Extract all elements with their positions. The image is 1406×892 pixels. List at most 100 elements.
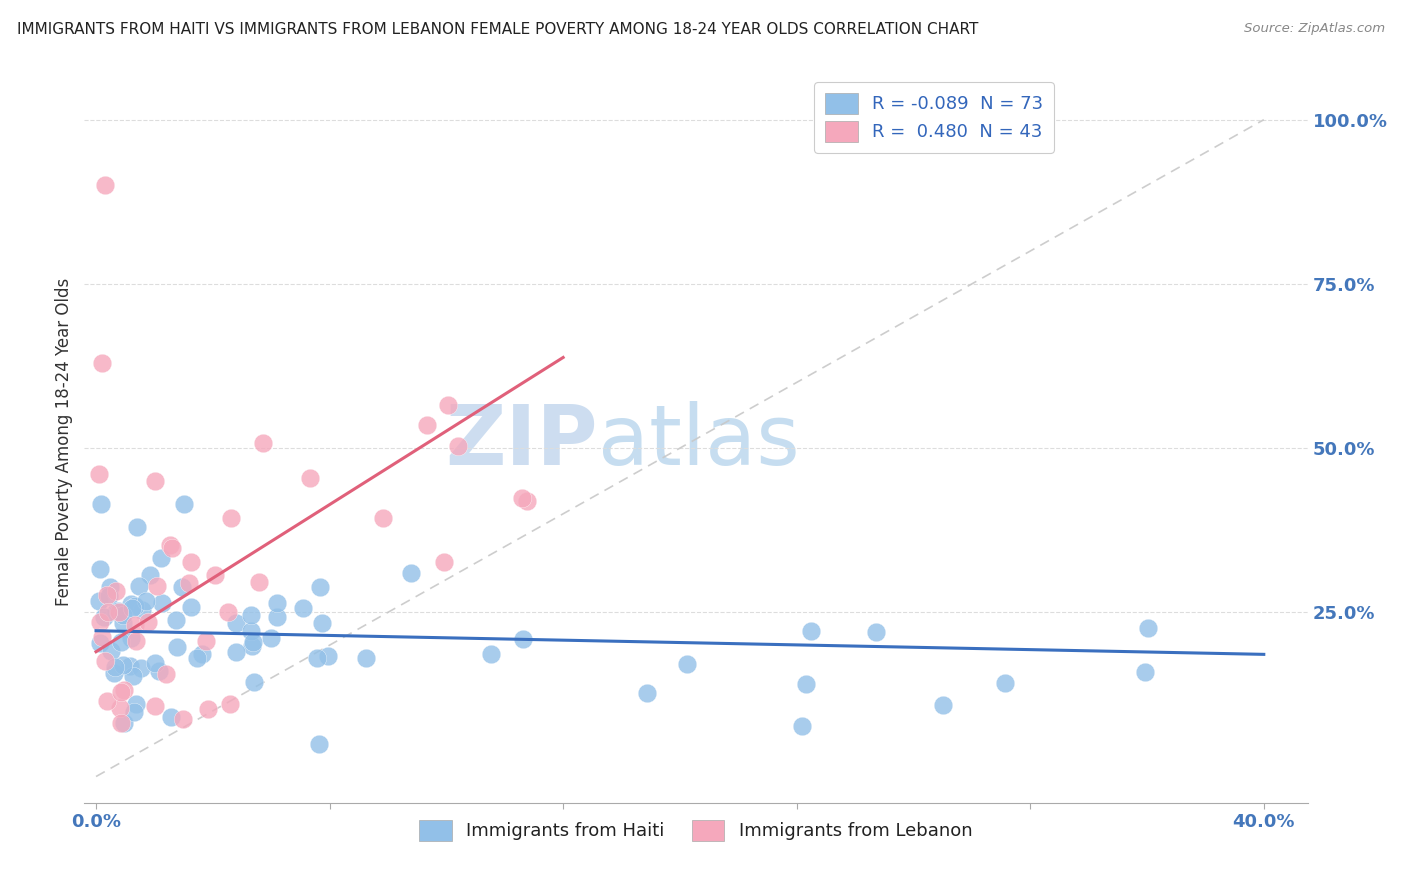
Point <box>240 639 263 653</box>
Point <box>676 657 699 671</box>
Point <box>90 356 112 370</box>
Legend: Immigrants from Haiti, Immigrants from Lebanon: Immigrants from Haiti, Immigrants from L… <box>412 813 980 848</box>
Point <box>138 568 160 582</box>
Point <box>433 555 456 569</box>
Point <box>96 588 118 602</box>
Point <box>104 660 127 674</box>
Point <box>225 615 247 630</box>
Point <box>155 667 177 681</box>
Text: ZIP: ZIP <box>446 401 598 482</box>
Point <box>437 398 460 412</box>
Point <box>91 630 114 644</box>
Point <box>399 566 422 580</box>
Point <box>1135 665 1157 679</box>
Point <box>98 589 121 603</box>
Point <box>111 615 134 630</box>
Y-axis label: Female Poverty Among 18-24 Year Olds: Female Poverty Among 18-24 Year Olds <box>55 277 73 606</box>
Point <box>112 658 135 673</box>
Point <box>90 497 112 511</box>
Point <box>110 635 132 649</box>
Point <box>371 511 394 525</box>
Point <box>121 669 143 683</box>
Point <box>160 710 183 724</box>
Point <box>298 471 321 485</box>
Point <box>217 606 239 620</box>
Point <box>124 618 146 632</box>
Point <box>131 603 153 617</box>
Point <box>89 635 111 649</box>
Point <box>89 562 111 576</box>
Point <box>148 665 170 679</box>
Point <box>118 659 141 673</box>
Point <box>219 697 242 711</box>
Point <box>125 520 148 534</box>
Point <box>172 712 194 726</box>
Point <box>240 607 263 622</box>
Point <box>239 624 262 639</box>
Point <box>97 605 120 619</box>
Point <box>94 178 117 193</box>
Text: IMMIGRANTS FROM HAITI VS IMMIGRANTS FROM LEBANON FEMALE POVERTY AMONG 18-24 YEAR: IMMIGRANTS FROM HAITI VS IMMIGRANTS FROM… <box>17 22 979 37</box>
Point <box>114 683 136 698</box>
Point <box>225 644 247 658</box>
Point <box>96 694 118 708</box>
Point <box>146 580 169 594</box>
Point <box>129 661 152 675</box>
Point <box>135 594 157 608</box>
Point <box>309 581 332 595</box>
Point <box>103 665 125 680</box>
Point <box>316 648 339 663</box>
Point <box>177 576 200 591</box>
Point <box>104 605 127 619</box>
Point <box>516 494 538 508</box>
Point <box>191 647 214 661</box>
Point <box>510 491 533 505</box>
Point <box>122 706 145 720</box>
Point <box>107 604 129 618</box>
Point <box>512 632 534 647</box>
Point <box>180 599 202 614</box>
Point <box>143 474 166 488</box>
Point <box>266 596 288 610</box>
Point <box>266 609 288 624</box>
Point <box>100 644 122 658</box>
Text: atlas: atlas <box>598 401 800 482</box>
Point <box>186 650 208 665</box>
Point <box>260 631 283 645</box>
Text: Source: ZipAtlas.com: Source: ZipAtlas.com <box>1244 22 1385 36</box>
Point <box>143 656 166 670</box>
Point <box>799 624 821 638</box>
Point <box>790 719 813 733</box>
Point <box>87 467 110 482</box>
Point <box>89 615 111 629</box>
Point <box>110 685 132 699</box>
Point <box>173 497 195 511</box>
Point <box>447 439 470 453</box>
Point <box>932 698 955 713</box>
Point <box>124 599 146 613</box>
Point <box>87 594 110 608</box>
Point <box>637 686 659 700</box>
Point <box>98 580 121 594</box>
Point <box>128 579 150 593</box>
Point <box>125 698 148 712</box>
Point <box>1136 621 1159 635</box>
Point <box>121 601 143 615</box>
Point <box>305 651 328 665</box>
Point <box>204 568 226 582</box>
Point <box>159 538 181 552</box>
Point <box>221 511 243 525</box>
Point <box>180 555 202 569</box>
Point <box>170 580 193 594</box>
Point <box>120 597 142 611</box>
Point <box>105 583 128 598</box>
Point <box>242 635 264 649</box>
Point <box>165 614 187 628</box>
Point <box>416 418 439 433</box>
Point <box>994 676 1017 690</box>
Point <box>108 605 131 619</box>
Point <box>149 551 172 566</box>
Point <box>93 610 115 624</box>
Point <box>247 575 270 590</box>
Point <box>865 624 887 639</box>
